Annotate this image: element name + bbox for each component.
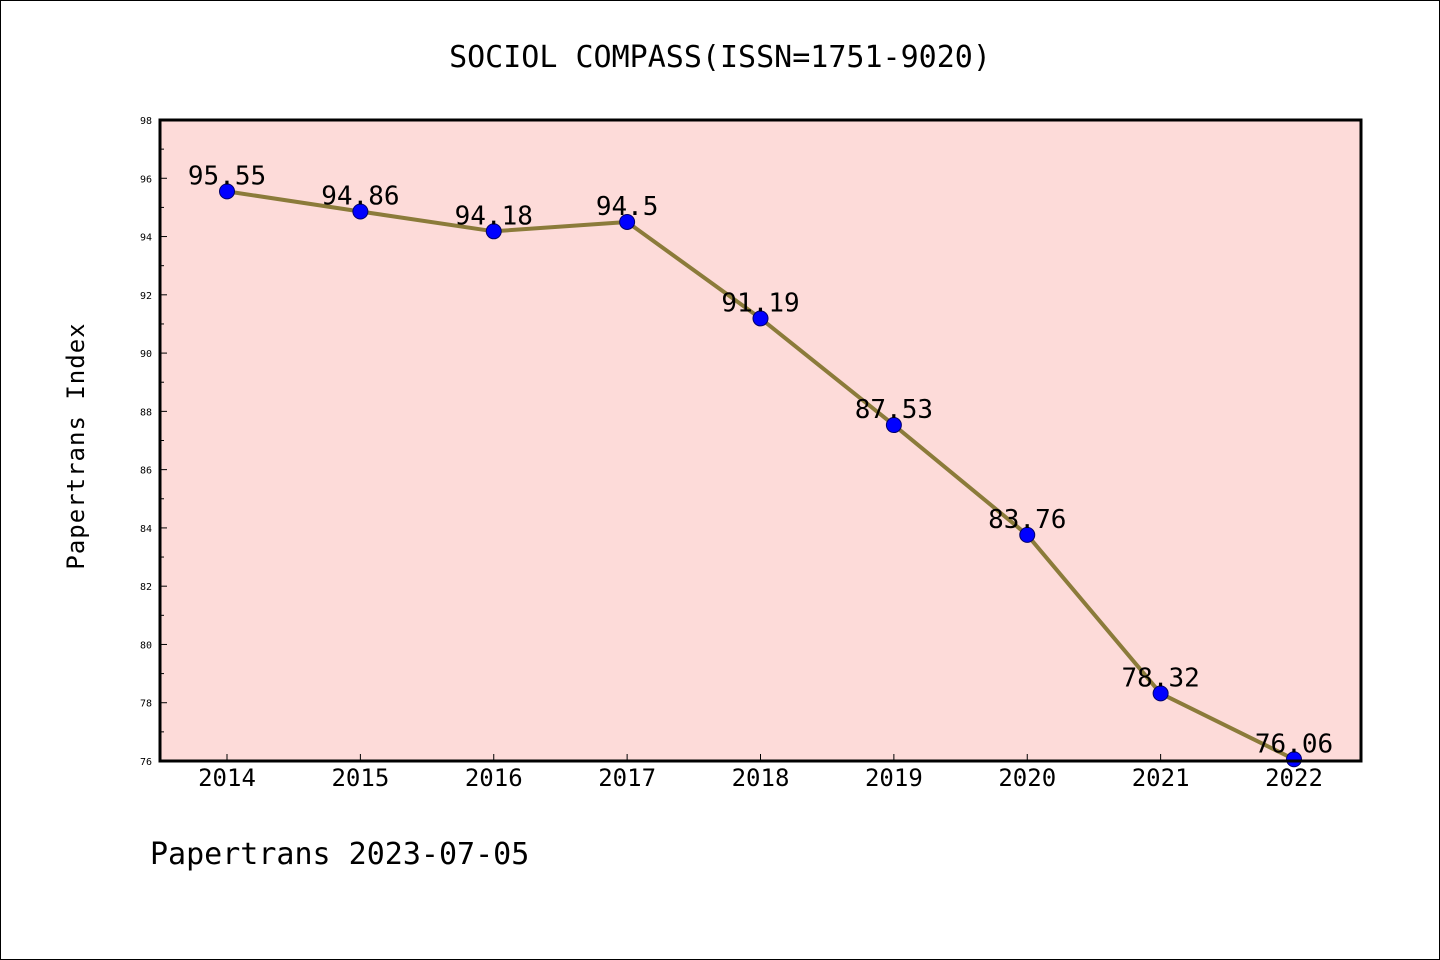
y-tick-label: 96 — [140, 174, 152, 185]
data-label: 91.19 — [721, 288, 799, 318]
data-point — [219, 183, 235, 200]
data-point — [352, 203, 369, 220]
y-tick-label: 78 — [140, 699, 152, 710]
y-tick-label: 86 — [140, 466, 152, 477]
x-tick-label: 2021 — [1132, 764, 1190, 792]
y-axis-label: Papertrans Index — [62, 322, 90, 569]
data-point — [1019, 526, 1036, 543]
y-tick-label: 80 — [140, 640, 152, 651]
data-label: 76.06 — [1255, 729, 1333, 759]
data-point — [885, 417, 902, 434]
data-points — [219, 183, 1302, 768]
x-tick-label: 2020 — [998, 764, 1056, 792]
x-tick-label: 2014 — [198, 764, 256, 792]
footer-date: Papertrans 2023-07-05 — [150, 837, 529, 872]
y-tick-label: 84 — [140, 524, 152, 535]
x-tick-label: 2015 — [331, 764, 389, 792]
y-tick-label: 88 — [140, 407, 152, 418]
x-tick-label: 2019 — [865, 764, 923, 792]
y-tick-label: 82 — [140, 582, 152, 593]
y-tick-label: 94 — [140, 233, 152, 244]
data-labels: 95.55 94.86 94.18 94.5 91.19 87.53 83.76 78.32 7… — [188, 161, 1333, 759]
data-label: 83.76 — [988, 505, 1066, 535]
data-label: 94.86 — [321, 181, 399, 211]
data-label: 94.18 — [455, 201, 533, 231]
data-label: 87.53 — [855, 395, 933, 425]
chart-title: SOCIOL COMPASS(ISSN=1751-9020) — [449, 40, 991, 75]
data-point — [1286, 751, 1302, 768]
y-tick-label: 92 — [140, 291, 152, 302]
data-point — [1152, 685, 1169, 702]
data-label: 94.5 — [596, 192, 659, 222]
x-tick-label: 2018 — [732, 764, 790, 792]
plot-area — [160, 120, 1361, 761]
data-point — [485, 223, 502, 240]
data-point — [619, 213, 636, 230]
x-tick-label: 2022 — [1265, 764, 1323, 792]
data-point — [752, 310, 769, 327]
y-tick-label: 90 — [140, 349, 152, 360]
x-tick-label: 2017 — [598, 764, 656, 792]
y-tick-label: 98 — [140, 116, 152, 127]
x-axis-ticks: 2014 2015 2016 2017 2018 2019 2020 2021 2022 — [198, 754, 1323, 792]
plot-border — [158, 118, 1363, 763]
x-tick-label: 2016 — [465, 764, 523, 792]
data-label: 78.32 — [1121, 663, 1199, 693]
data-label: 95.55 — [188, 161, 266, 191]
y-tick-label: 76 — [140, 757, 152, 768]
